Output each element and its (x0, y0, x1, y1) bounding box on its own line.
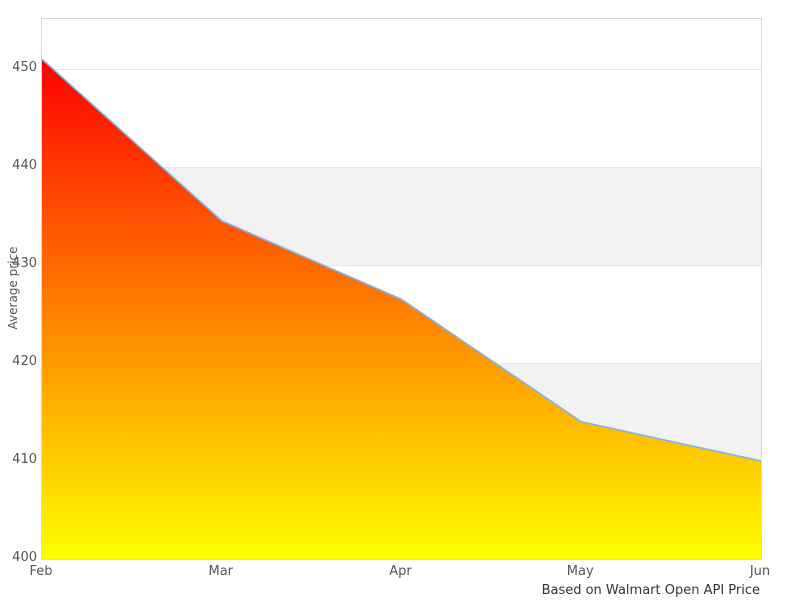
y-tick-label: 440 (12, 157, 37, 173)
series-line (42, 58, 761, 462)
x-tick-label: Apr (389, 564, 412, 579)
y-gridline (42, 264, 761, 266)
x-tick-label: Jun (749, 564, 771, 579)
area-fill (42, 59, 761, 559)
x-tick-label: May (566, 564, 594, 579)
plot-area (41, 18, 762, 560)
y-tick-label: 400 (12, 550, 37, 565)
x-tick-label: Mar (208, 564, 234, 579)
y-tick-label: 430 (12, 255, 37, 271)
y-gridline (42, 68, 761, 70)
chart-caption: Based on Walmart Open API Price (541, 583, 760, 598)
y-tick-label: 420 (12, 353, 37, 369)
y-gridline (42, 166, 761, 168)
y-tick-label: 450 (12, 59, 37, 75)
area-series (42, 58, 761, 559)
y-tick-label: 410 (12, 451, 37, 467)
x-tick-label: Feb (29, 564, 53, 579)
